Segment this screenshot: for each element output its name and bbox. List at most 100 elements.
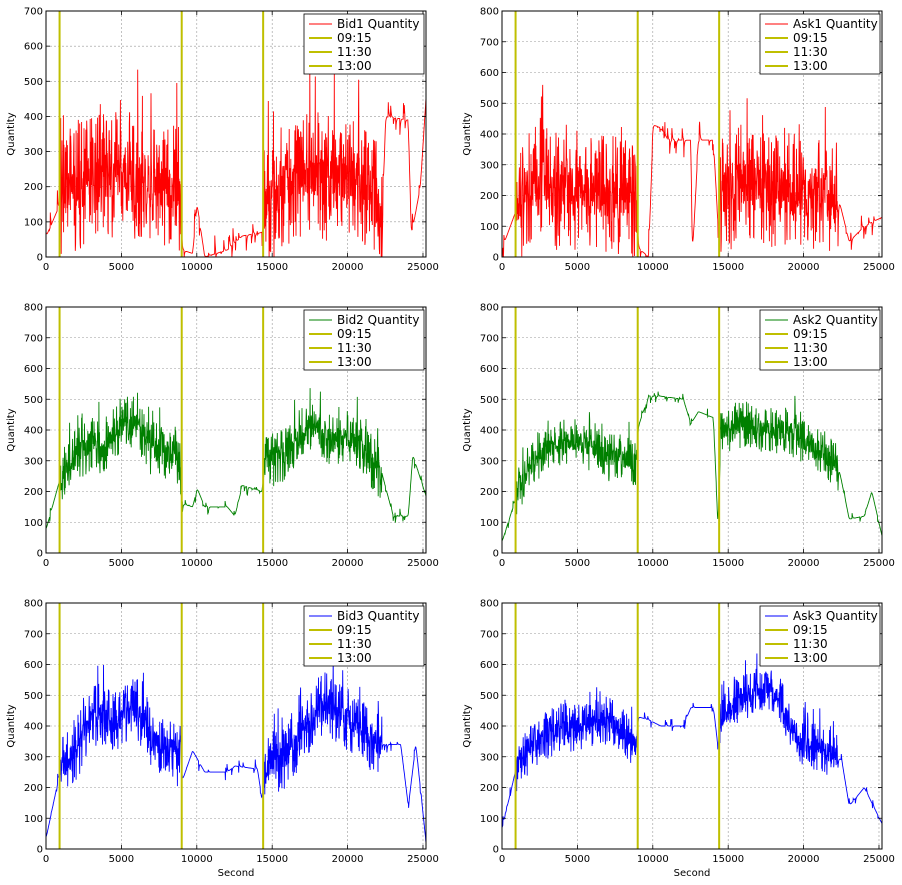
y-tick-label: 500: [480, 395, 499, 406]
x-tick-label: 20000: [788, 262, 820, 273]
y-tick-label: 200: [24, 182, 43, 193]
y-axis-label: Quantity: [462, 112, 473, 155]
legend-label: 11:30: [793, 341, 828, 355]
y-tick-label: 200: [480, 191, 499, 202]
subplot-4: 0 5000 10000 15000 20000 25000 0 100 200 300 400 50…: [462, 303, 895, 570]
x-axis-label: Second: [218, 868, 255, 879]
y-tick-label: 700: [24, 7, 43, 18]
y-tick-label: 400: [24, 722, 43, 733]
legend-label: 09:15: [337, 327, 372, 341]
y-tick-label: 600: [24, 364, 43, 375]
x-tick-label: 25000: [407, 854, 439, 865]
x-tick-label: 25000: [863, 558, 895, 569]
y-tick-label: 500: [24, 77, 43, 88]
legend-label: 11:30: [793, 637, 828, 651]
legend-label: Bid1 Quantity: [337, 17, 420, 31]
y-tick-label: 500: [24, 691, 43, 702]
x-tick-label: 5000: [109, 854, 134, 865]
x-tick-label: 5000: [109, 262, 134, 273]
x-tick-label: 5000: [109, 558, 134, 569]
y-axis-label: Quantity: [462, 408, 473, 451]
x-tick-label: 20000: [332, 558, 364, 569]
x-tick-label: 5000: [565, 262, 590, 273]
legend-box: [303, 605, 425, 667]
legend-label: 09:15: [337, 623, 372, 637]
y-tick-label: 100: [24, 217, 43, 228]
x-tick-label: 0: [43, 558, 49, 569]
y-tick-label: 0: [37, 845, 43, 856]
x-tick-label: 10000: [181, 854, 213, 865]
y-tick-label: 600: [480, 660, 499, 671]
legend-label: 13:00: [793, 59, 828, 73]
series-line-6: [502, 653, 882, 828]
y-axis-label: Quantity: [6, 408, 17, 451]
y-tick-label: 300: [24, 752, 43, 763]
x-tick-label: 25000: [863, 262, 895, 273]
x-tick-label: 20000: [332, 854, 364, 865]
y-tick-label: 500: [480, 691, 499, 702]
legend-label: Ask1 Quantity: [793, 17, 878, 31]
y-tick-label: 800: [480, 599, 499, 610]
legend-label: 09:15: [337, 31, 372, 45]
x-tick-label: 10000: [181, 262, 213, 273]
legend-label: 13:00: [337, 355, 372, 369]
y-tick-label: 200: [24, 783, 43, 794]
y-tick-label: 100: [24, 518, 43, 529]
y-tick-label: 400: [480, 130, 499, 141]
x-tick-label: 25000: [407, 558, 439, 569]
legend-label: Bid3 Quantity: [337, 609, 420, 623]
y-axis-label: Quantity: [462, 704, 473, 747]
x-tick-label: 20000: [332, 262, 364, 273]
y-tick-label: 700: [480, 37, 499, 48]
x-tick-label: 0: [499, 558, 505, 569]
y-tick-label: 100: [24, 814, 43, 825]
y-tick-label: 500: [480, 99, 499, 110]
legend-label: Ask3 Quantity: [793, 609, 878, 623]
y-tick-label: 700: [24, 629, 43, 640]
x-tick-label: 0: [499, 854, 505, 865]
subplot-6: 0 5000 10000 15000 20000 25000 0 100 200 300 400 50…: [462, 599, 895, 880]
y-tick-label: 300: [480, 160, 499, 171]
y-tick-label: 400: [24, 426, 43, 437]
subplot-5: 0 5000 10000 15000 20000 25000 0 100 200 300 400 50…: [6, 599, 439, 880]
y-tick-label: 300: [480, 752, 499, 763]
legend-label: 13:00: [337, 651, 372, 665]
y-tick-label: 800: [480, 7, 499, 18]
x-tick-label: 15000: [712, 558, 744, 569]
y-tick-label: 0: [37, 549, 43, 560]
y-tick-label: 700: [24, 333, 43, 344]
series-line-3: [46, 388, 426, 529]
legend-label: 13:00: [793, 355, 828, 369]
y-tick-label: 600: [480, 68, 499, 79]
y-tick-label: 200: [480, 487, 499, 498]
x-tick-label: 20000: [788, 558, 820, 569]
legend-label: Ask2 Quantity: [793, 313, 878, 327]
y-tick-label: 100: [480, 814, 499, 825]
x-tick-label: 15000: [256, 558, 288, 569]
plot-frame: [45, 10, 427, 258]
y-tick-label: 300: [24, 456, 43, 467]
legend-label: Bid2 Quantity: [337, 313, 420, 327]
x-tick-label: 15000: [256, 262, 288, 273]
y-tick-label: 0: [493, 253, 499, 264]
y-tick-label: 200: [24, 487, 43, 498]
legend-label: 13:00: [793, 651, 828, 665]
legend-label: 11:30: [337, 637, 372, 651]
x-tick-label: 10000: [637, 558, 669, 569]
x-tick-label: 20000: [788, 854, 820, 865]
y-tick-label: 300: [480, 456, 499, 467]
y-tick-label: 800: [24, 303, 43, 314]
y-tick-label: 500: [24, 395, 43, 406]
x-tick-label: 15000: [712, 854, 744, 865]
y-tick-label: 700: [480, 629, 499, 640]
y-tick-label: 0: [493, 549, 499, 560]
x-tick-label: 15000: [712, 262, 744, 273]
legend-label: 09:15: [793, 31, 828, 45]
legend-label: 11:30: [337, 45, 372, 59]
x-tick-label: 10000: [181, 558, 213, 569]
legend-label: 13:00: [337, 59, 372, 73]
x-tick-label: 25000: [863, 854, 895, 865]
